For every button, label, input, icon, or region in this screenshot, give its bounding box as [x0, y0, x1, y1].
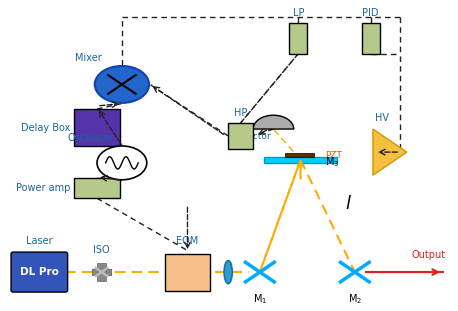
Text: Mixer: Mixer [75, 53, 101, 63]
Text: M$_1$: M$_1$ [253, 292, 267, 306]
Circle shape [95, 66, 149, 103]
Bar [362, 23, 380, 54]
Bar [74, 109, 120, 146]
Text: Detector: Detector [232, 132, 271, 141]
Text: HP: HP [234, 108, 247, 118]
Text: Power amp: Power amp [16, 183, 70, 193]
Bar [228, 123, 253, 149]
Text: Oscillator: Oscillator [67, 133, 113, 143]
Text: LP: LP [293, 8, 304, 18]
Bar [92, 269, 111, 276]
Text: DL Pro: DL Pro [20, 267, 59, 277]
Text: ISO: ISO [93, 245, 110, 255]
Text: EOM: EOM [176, 236, 199, 246]
Text: $l$: $l$ [344, 195, 352, 213]
Bar [264, 157, 337, 163]
Ellipse shape [224, 261, 232, 284]
Wedge shape [253, 115, 294, 129]
Bar [92, 269, 111, 276]
Text: PID: PID [362, 8, 379, 18]
Bar [165, 253, 210, 290]
Text: HV: HV [375, 113, 389, 123]
Text: M$_3$: M$_3$ [326, 156, 340, 169]
FancyBboxPatch shape [11, 252, 68, 292]
Circle shape [97, 146, 147, 180]
Bar [74, 178, 120, 198]
Text: PZT: PZT [326, 151, 342, 160]
Bar [289, 23, 307, 54]
Bar [98, 263, 106, 281]
Text: Delay Box: Delay Box [21, 123, 70, 132]
Text: Output: Output [411, 250, 445, 260]
Text: Laser: Laser [26, 236, 53, 246]
Text: M$_2$: M$_2$ [348, 292, 362, 306]
Polygon shape [373, 129, 407, 175]
Bar [285, 153, 314, 157]
